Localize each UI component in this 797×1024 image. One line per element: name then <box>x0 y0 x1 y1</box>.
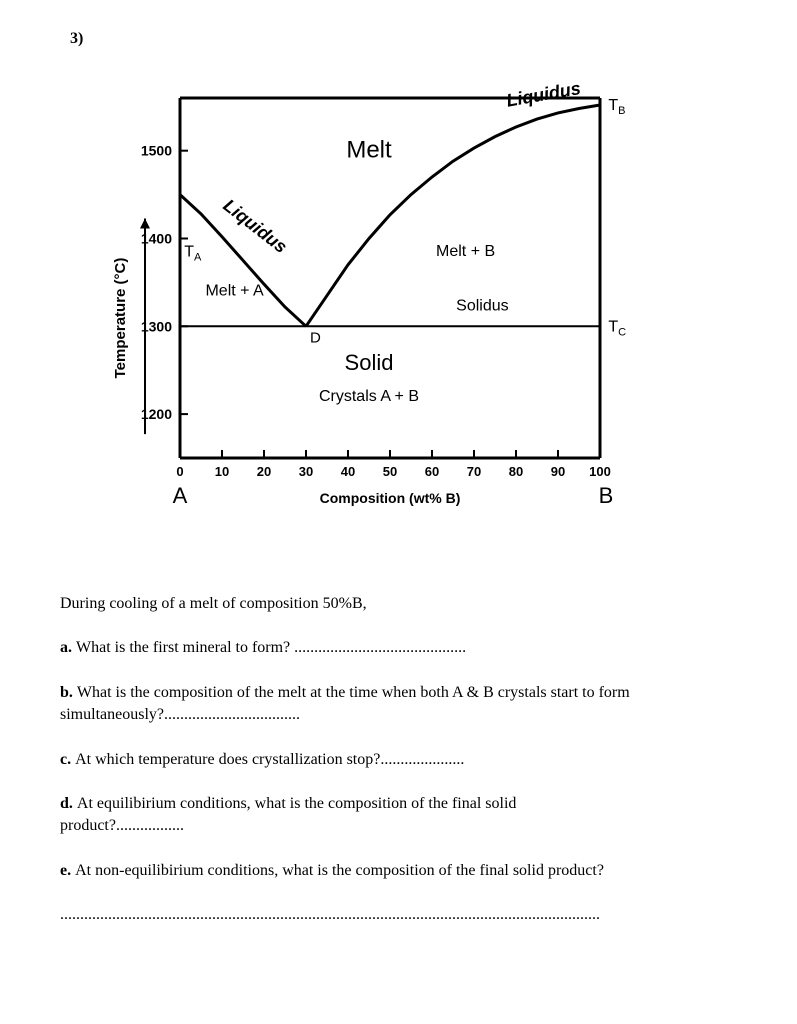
question-a: a. What is the first mineral to form? ..… <box>60 637 747 659</box>
svg-text:70: 70 <box>467 464 481 479</box>
svg-text:Melt + A: Melt + A <box>205 283 264 300</box>
svg-text:10: 10 <box>215 464 229 479</box>
svg-text:1400: 1400 <box>141 230 172 246</box>
svg-text:1500: 1500 <box>141 143 172 159</box>
svg-text:50: 50 <box>383 464 397 479</box>
svg-text:Solid: Solid <box>345 350 394 375</box>
svg-text:40: 40 <box>341 464 355 479</box>
question-number: 3) <box>70 30 747 48</box>
question-e: e. At non-equilibirium conditions, what … <box>60 860 747 882</box>
svg-text:1200: 1200 <box>141 406 172 422</box>
svg-text:D: D <box>310 329 321 346</box>
svg-text:1300: 1300 <box>141 318 172 334</box>
svg-text:B: B <box>599 483 614 508</box>
svg-text:60: 60 <box>425 464 439 479</box>
svg-text:TC: TC <box>608 318 626 338</box>
svg-text:Crystals A + B: Crystals A + B <box>319 388 419 405</box>
svg-text:80: 80 <box>509 464 523 479</box>
question-c: c. At which temperature does crystalliza… <box>60 749 747 771</box>
svg-text:Melt + B: Melt + B <box>436 243 495 260</box>
svg-text:Temperature (°C): Temperature (°C) <box>112 258 129 379</box>
svg-text:TA: TA <box>184 244 202 264</box>
svg-text:0: 0 <box>176 464 183 479</box>
svg-text:90: 90 <box>551 464 565 479</box>
svg-text:Solidus: Solidus <box>456 297 508 314</box>
question-e-blank: ........................................… <box>60 904 747 926</box>
svg-text:Liquidus: Liquidus <box>505 78 582 111</box>
question-d: d. At equilibirium conditions, what is t… <box>60 793 747 838</box>
svg-text:20: 20 <box>257 464 271 479</box>
svg-text:A: A <box>173 483 188 508</box>
svg-text:Melt: Melt <box>346 137 392 164</box>
questions-block: During cooling of a melt of composition … <box>60 593 747 927</box>
phase-diagram-svg: 0 10 20 30 40 50 60 70 80 90 100 1200 1300 1400 1500 Co… <box>70 58 630 558</box>
question-b: b. What is the composition of the melt a… <box>60 682 747 727</box>
page: 3) 0 10 20 30 40 50 60 70 80 90 100 1200 1300 1400 150… <box>0 0 797 1024</box>
svg-text:Composition (wt% B): Composition (wt% B) <box>320 490 461 506</box>
svg-text:TB: TB <box>608 97 625 117</box>
svg-text:100: 100 <box>589 464 611 479</box>
lead-text: During cooling of a melt of composition … <box>60 593 747 615</box>
svg-text:30: 30 <box>299 464 313 479</box>
phase-diagram: 0 10 20 30 40 50 60 70 80 90 100 1200 1300 1400 1500 Co… <box>70 58 630 563</box>
